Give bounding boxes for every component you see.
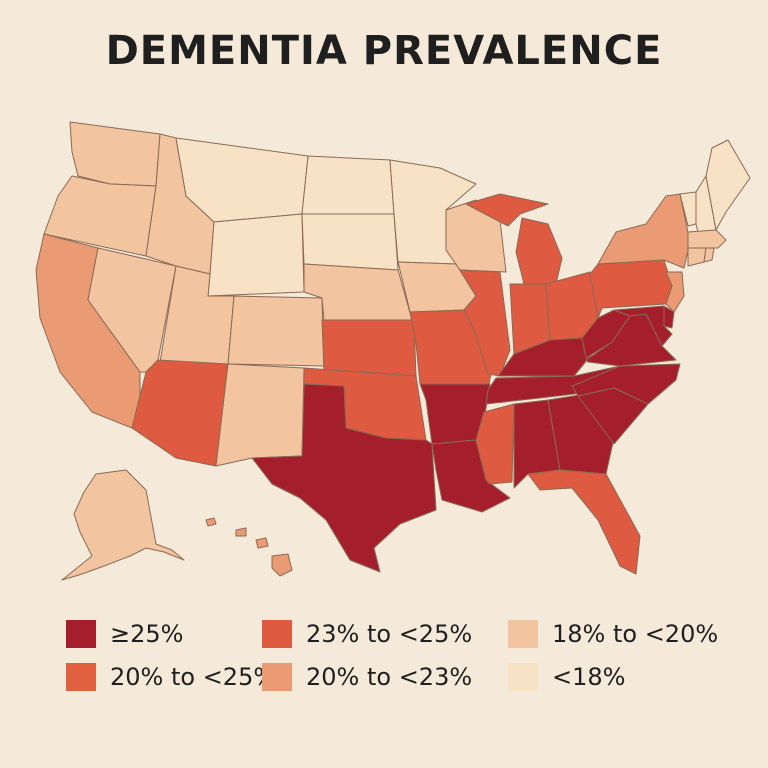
state-HI[interactable] <box>205 517 293 577</box>
state-AZ[interactable] <box>131 359 229 467</box>
state-CT[interactable] <box>687 247 707 267</box>
state-FL[interactable] <box>527 469 641 575</box>
state-NC[interactable] <box>571 363 681 405</box>
state-RI[interactable] <box>703 247 715 263</box>
state-NM[interactable] <box>215 363 305 467</box>
map-title: DEMENTIA PREVALENCE <box>105 28 663 74</box>
state-CO[interactable] <box>227 295 325 367</box>
state-IL[interactable] <box>459 269 511 377</box>
state-WA[interactable] <box>69 121 161 187</box>
state-KY[interactable] <box>497 337 593 377</box>
state-WI[interactable] <box>445 199 507 273</box>
state-ND[interactable] <box>301 155 395 215</box>
state-KS[interactable] <box>321 319 417 377</box>
state-TX[interactable] <box>251 383 437 573</box>
state-WY[interactable] <box>207 213 305 297</box>
state-NY[interactable] <box>597 193 691 269</box>
state-AK[interactable] <box>61 469 185 581</box>
state-MD[interactable] <box>613 305 673 347</box>
state-MA[interactable] <box>687 229 727 249</box>
state-SD[interactable] <box>301 213 399 271</box>
